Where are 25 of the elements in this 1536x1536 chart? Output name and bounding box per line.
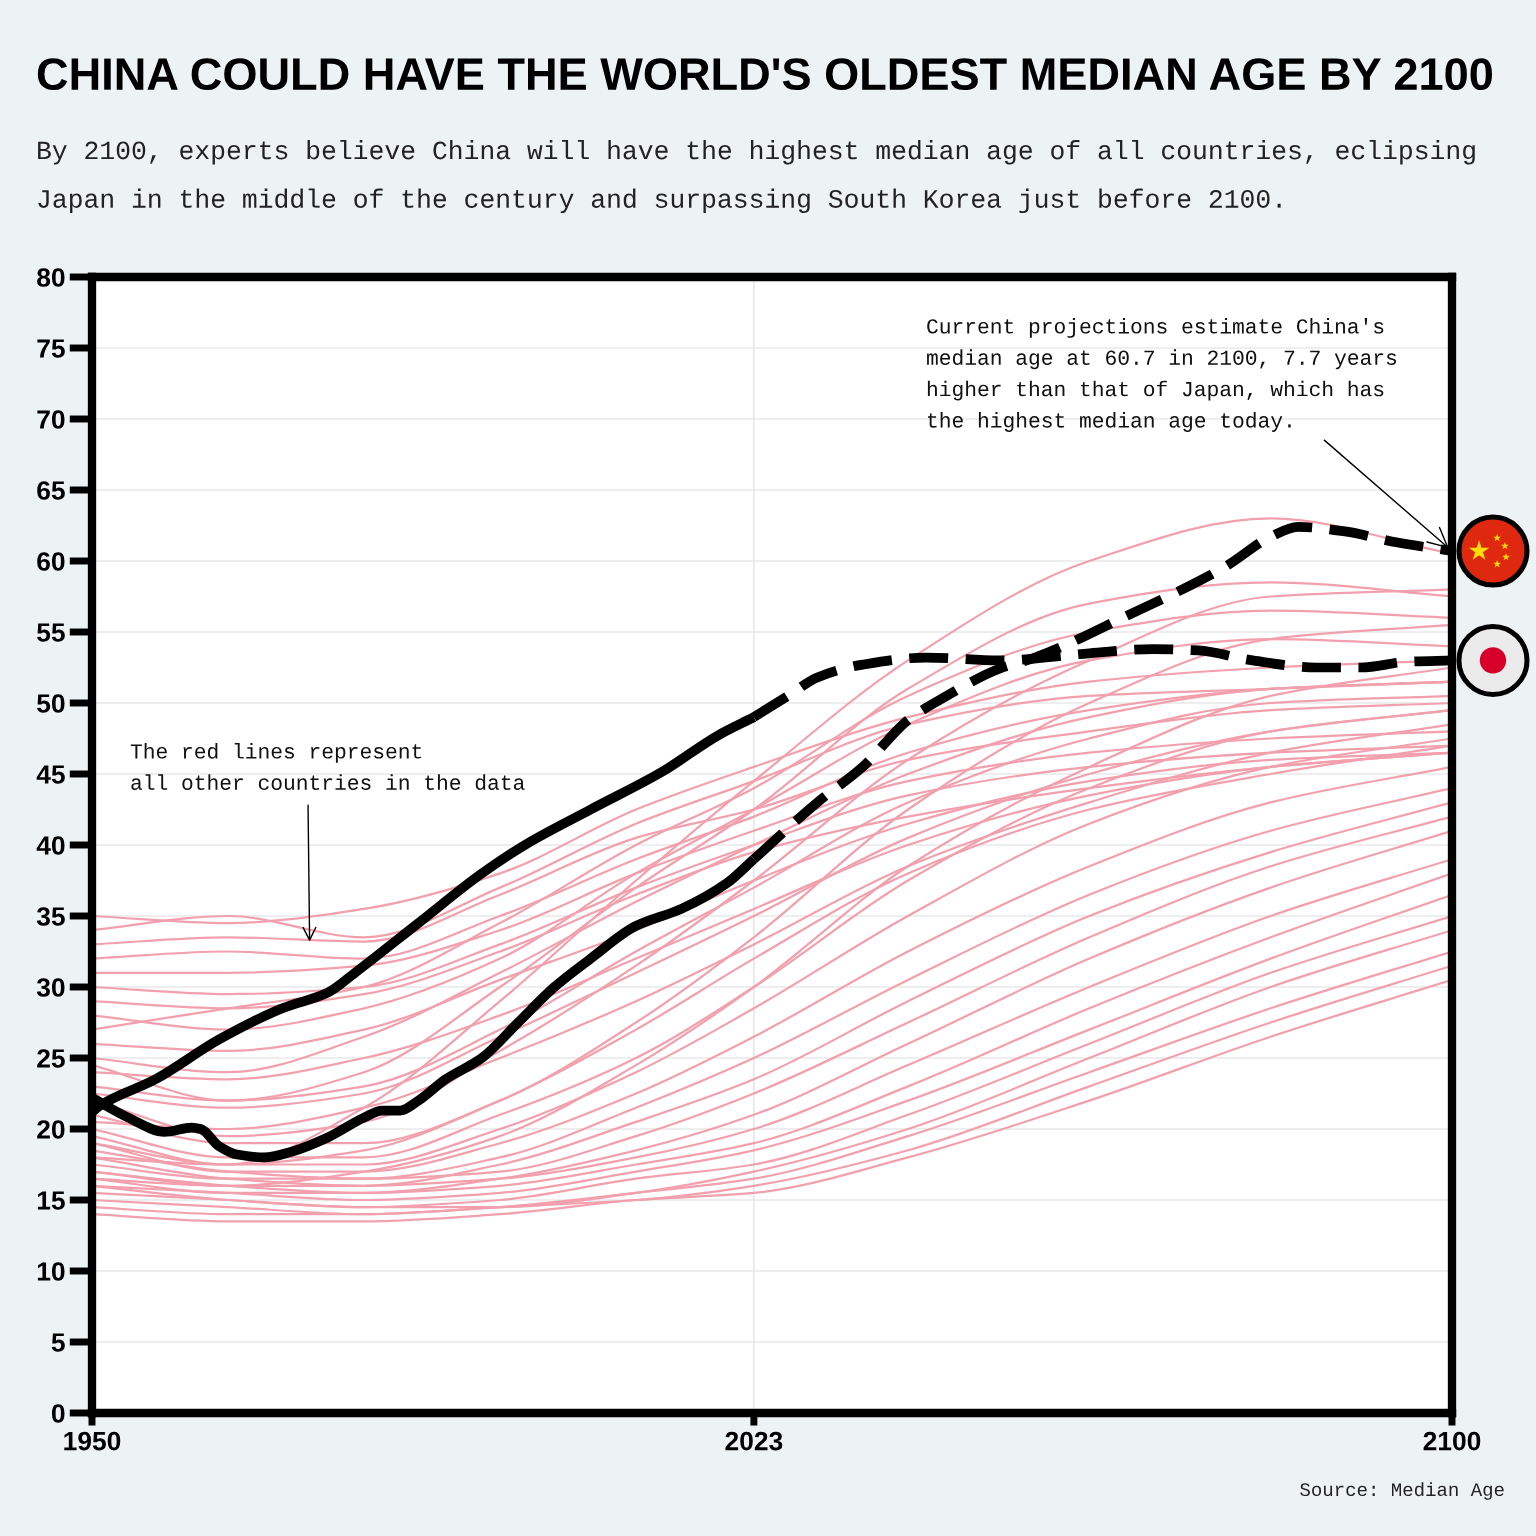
y-tick-label: 40 [36, 836, 65, 855]
y-tick-label: 10 [37, 1262, 65, 1281]
y-tick-label: 75 [37, 339, 65, 358]
y-tick-label: 20 [37, 1120, 65, 1139]
x-tick-label: 2100 [1423, 1431, 1481, 1451]
y-tick-label: 5 [51, 1333, 65, 1352]
y-tick-label: 50 [37, 694, 65, 713]
annotation: The red lines represent all other countries in the data [130, 743, 525, 791]
source-note: Source: Median Age [1300, 1482, 1504, 1500]
y-tick-label: 55 [37, 623, 65, 642]
annotation: Current projections estimate China's median age at 60.7 in 2100, 7.7 years higher than that of Japan, which has the highest median age today. [927, 318, 1397, 432]
y-tick-label: 25 [37, 1049, 65, 1068]
y-tick-label: 30 [36, 978, 65, 997]
y-tick-label: 65 [37, 481, 65, 500]
y-tick-label: 35 [36, 907, 65, 926]
y-tick-label: 80 [37, 268, 65, 287]
x-tick-label: 2023 [725, 1431, 783, 1451]
y-tick-label: 45 [36, 765, 65, 784]
y-tick-label: 0 [51, 1404, 65, 1423]
chart-subtitle: By 2100, experts believe China will have the highest median age of all countries, eclipsing Japan in the middle of the century and surpassing South Korea just before 2100. [38, 140, 1475, 214]
x-tick-label: 1950 [64, 1431, 121, 1451]
y-tick-label: 70 [37, 410, 65, 429]
y-tick-label: 60 [37, 552, 65, 571]
y-tick-label: 15 [37, 1191, 65, 1210]
chart-title: CHINA COULD HAVE THE WORLD'S OLDEST MEDIAN AGE BY 2100 [37, 58, 1492, 91]
